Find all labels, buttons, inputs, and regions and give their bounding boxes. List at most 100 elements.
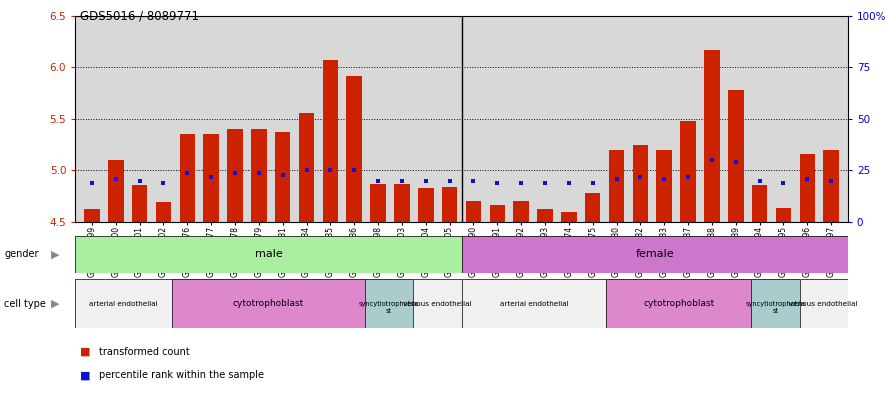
Text: venous endothelial: venous endothelial (404, 301, 472, 307)
Text: arterial endothelial: arterial endothelial (89, 301, 158, 307)
Point (728, 159, 743, 165)
Point (181, 169, 195, 176)
Point (133, 178, 147, 184)
Point (466, 178, 481, 184)
Bar (681, 121, 696, 222)
Point (586, 180, 600, 186)
Point (514, 180, 528, 186)
Bar (823, 150, 839, 222)
Point (490, 180, 504, 186)
Text: syncytiotrophobla
st: syncytiotrophobla st (359, 301, 419, 314)
Point (776, 180, 790, 186)
Bar (204, 134, 219, 222)
Bar (75, 279, 172, 328)
Point (824, 178, 838, 184)
Bar (365, 279, 413, 328)
Bar (172, 279, 365, 328)
Bar (489, 204, 505, 222)
Point (681, 174, 695, 180)
Bar (462, 279, 606, 328)
Bar (799, 279, 848, 328)
Bar (299, 113, 314, 222)
Point (228, 169, 242, 176)
Text: syncytiotrophobla
st: syncytiotrophobla st (745, 301, 805, 314)
Bar (323, 60, 338, 222)
Bar (462, 236, 848, 273)
Text: male: male (255, 250, 282, 259)
Point (275, 171, 289, 178)
Bar (418, 188, 434, 222)
Bar (132, 185, 148, 222)
Bar (462, 279, 606, 328)
Bar (180, 134, 195, 222)
Text: arterial endothelial: arterial endothelial (500, 301, 568, 307)
Bar (346, 75, 362, 222)
Bar (657, 150, 672, 222)
Bar (513, 201, 529, 222)
Bar (275, 132, 290, 222)
Bar (799, 279, 848, 328)
Point (610, 176, 624, 182)
Bar (413, 279, 462, 328)
Point (299, 167, 313, 174)
Bar (466, 201, 481, 222)
Point (658, 176, 672, 182)
Bar (370, 184, 386, 222)
Point (251, 169, 266, 176)
Bar (251, 129, 266, 222)
Bar (585, 193, 600, 222)
Point (562, 180, 576, 186)
Point (442, 178, 457, 184)
Bar (462, 236, 848, 273)
Bar (227, 129, 242, 222)
Point (419, 178, 433, 184)
Bar (172, 279, 365, 328)
Point (109, 176, 123, 182)
Text: ▶: ▶ (51, 250, 60, 259)
Point (323, 167, 337, 174)
Bar (84, 209, 100, 222)
Bar (751, 279, 799, 328)
Bar (606, 279, 751, 328)
Bar (75, 236, 462, 273)
Point (347, 167, 361, 174)
Point (800, 176, 814, 182)
Text: cytotrophoblast: cytotrophoblast (643, 299, 714, 308)
Text: ■: ■ (80, 370, 90, 380)
Text: transformed count: transformed count (99, 347, 190, 357)
Text: cytotrophoblast: cytotrophoblast (233, 299, 304, 308)
Point (157, 180, 171, 186)
Bar (704, 50, 720, 222)
Bar (561, 212, 577, 222)
Bar (537, 209, 553, 222)
Text: ▶: ▶ (51, 299, 60, 309)
Bar (799, 154, 815, 222)
Bar (75, 236, 462, 273)
Text: female: female (635, 250, 674, 259)
Bar (365, 279, 413, 328)
Point (371, 178, 385, 184)
Bar (728, 90, 743, 222)
Point (634, 174, 648, 180)
Bar (75, 279, 172, 328)
Bar (606, 279, 751, 328)
Bar (394, 184, 410, 222)
Bar (751, 279, 799, 328)
Text: gender: gender (4, 250, 39, 259)
Text: percentile rank within the sample: percentile rank within the sample (99, 370, 264, 380)
Text: GDS5016 / 8089771: GDS5016 / 8089771 (80, 10, 198, 23)
Point (704, 157, 719, 163)
Point (395, 178, 409, 184)
Bar (775, 208, 791, 222)
Bar (156, 202, 171, 222)
Bar (609, 150, 624, 222)
Bar (752, 185, 767, 222)
Bar (413, 279, 462, 328)
Text: cell type: cell type (4, 299, 46, 309)
Point (752, 178, 766, 184)
Bar (108, 160, 124, 222)
Point (538, 180, 552, 186)
Text: ■: ■ (80, 347, 90, 357)
Point (85, 180, 99, 186)
Point (204, 174, 219, 180)
